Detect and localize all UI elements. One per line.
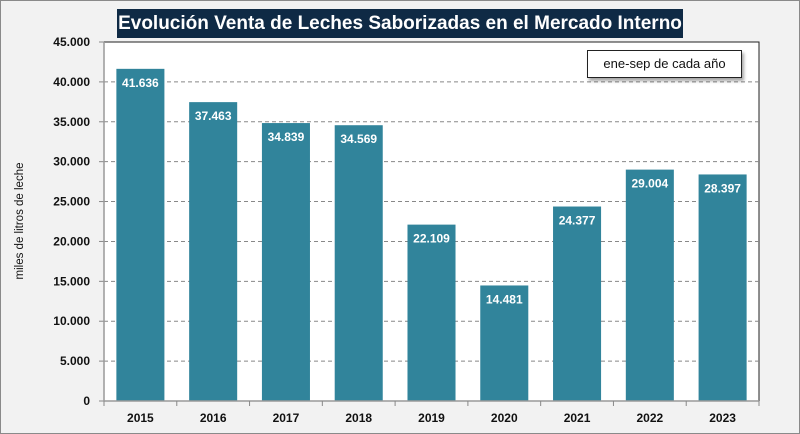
y-tick-label: 5.000 xyxy=(60,354,90,368)
bar-2022 xyxy=(625,169,674,401)
y-tick-label: 40.000 xyxy=(53,75,90,89)
x-tick-label: 2021 xyxy=(564,411,591,425)
y-axis: 0 5.000 10.000 15.000 20.000 25.000 30.000 35.0… xyxy=(53,35,105,408)
x-tick-label: 2022 xyxy=(636,411,663,425)
bar-2018 xyxy=(334,125,383,402)
bar-2023 xyxy=(698,174,747,401)
x-tick-label: 2019 xyxy=(418,411,445,425)
data-label: 28.397 xyxy=(704,181,741,195)
y-tick-label: 15.000 xyxy=(53,274,90,288)
y-tick-label: 10.000 xyxy=(53,314,90,328)
y-tick-label: 35.000 xyxy=(53,115,90,129)
y-tick-label: 45.000 xyxy=(53,35,90,49)
y-tick-label: 25.000 xyxy=(53,195,90,209)
x-tick-label: 2023 xyxy=(709,411,736,425)
bar-2017 xyxy=(261,123,310,402)
bar-2019 xyxy=(407,224,456,401)
bar-2015 xyxy=(116,68,165,401)
bar-2020 xyxy=(480,285,529,401)
period-annotation: ene-sep de cada año xyxy=(587,50,742,78)
data-label: 24.377 xyxy=(559,214,596,228)
data-label: 37.463 xyxy=(195,109,232,123)
y-tick-label: 30.000 xyxy=(53,155,90,169)
data-label: 22.109 xyxy=(413,232,450,246)
data-label: 41.636 xyxy=(122,76,159,90)
x-tick-label: 2016 xyxy=(200,411,227,425)
bars: 41.636 37.463 34.839 34.569 22.109 14.481 24.3… xyxy=(116,68,747,402)
chart-title: Evolución Venta de Leches Saborizadas en… xyxy=(117,9,683,38)
data-label: 34.569 xyxy=(340,132,377,146)
data-label: 14.481 xyxy=(486,292,523,306)
x-tick-label: 2018 xyxy=(345,411,372,425)
x-tick-label: 2015 xyxy=(127,411,154,425)
data-label: 34.839 xyxy=(268,130,305,144)
bar-2016 xyxy=(189,102,238,401)
x-tick-label: 2017 xyxy=(273,411,300,425)
x-tick-label: 2020 xyxy=(491,411,518,425)
y-axis-label: miles de litros de leche xyxy=(14,163,26,280)
y-tick-label: 0 xyxy=(83,394,90,408)
data-label: 29.004 xyxy=(631,177,668,191)
y-tick-label: 20.000 xyxy=(53,234,90,248)
bar-2021 xyxy=(553,206,602,401)
x-axis: 2015 2016 2017 2018 2019 2020 2021 2022 2023 xyxy=(103,400,760,425)
